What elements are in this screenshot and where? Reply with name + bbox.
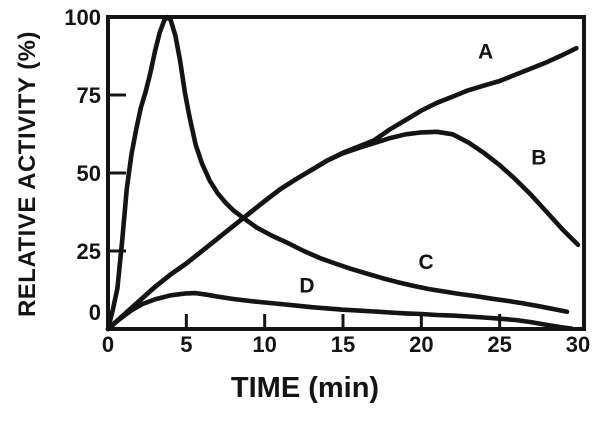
series-C-curve <box>105 14 570 332</box>
axis-frame <box>106 15 586 331</box>
series-C-label: C <box>418 251 433 274</box>
y-tick-label: 75 <box>77 83 101 108</box>
series-B-curve <box>105 129 581 332</box>
series-B-label: B <box>531 146 546 169</box>
series-A-curve <box>105 45 579 332</box>
y-tick-label: 25 <box>77 239 101 264</box>
x-tick-label: 25 <box>487 332 511 357</box>
x-tick-label: 20 <box>409 332 433 357</box>
y-tick-label: 50 <box>77 161 101 186</box>
x-tick-label: 0 <box>102 332 114 357</box>
x-tick-label: 30 <box>566 332 590 357</box>
series-D-label: D <box>299 274 314 297</box>
y-tick-label: 100 <box>64 5 101 30</box>
series-A-label: A <box>478 40 493 63</box>
x-tick-label: 10 <box>252 332 276 357</box>
x-tick-label: 15 <box>331 332 355 357</box>
series-D-curve <box>105 290 574 332</box>
x-axis-title: TIME (min) <box>230 372 380 404</box>
x-tick-label: 5 <box>180 332 192 357</box>
y-tick-label: 0 <box>89 300 101 325</box>
